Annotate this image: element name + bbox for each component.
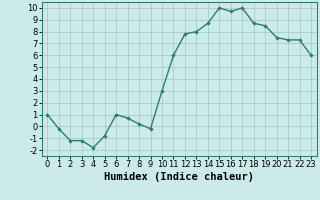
X-axis label: Humidex (Indice chaleur): Humidex (Indice chaleur) bbox=[104, 172, 254, 182]
